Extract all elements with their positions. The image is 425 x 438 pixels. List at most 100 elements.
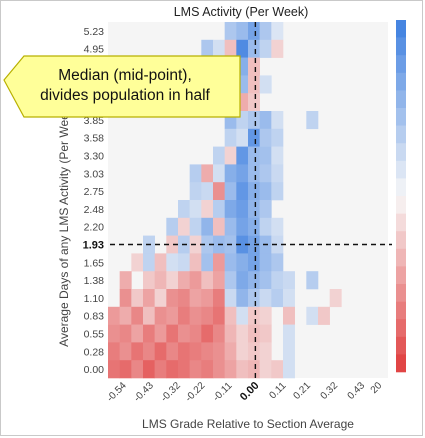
legend-swatch: [396, 284, 406, 302]
heatmap-cell: [189, 253, 202, 272]
heatmap-cell: [283, 289, 295, 308]
legend-swatch: [396, 354, 406, 373]
heatmap-cell: [108, 306, 120, 325]
heatmap-cell: [236, 271, 249, 290]
legend-swatch: [396, 55, 406, 74]
heatmap-cell: [236, 306, 249, 325]
heatmap-cell: [259, 146, 272, 165]
heatmap-cell: [131, 324, 144, 343]
heatmap-cell: [271, 128, 284, 147]
x-tick-label: -0.54: [105, 380, 129, 404]
callout-shape: [3, 55, 241, 118]
heatmap-cell: [213, 39, 225, 58]
heatmap-cell: [213, 324, 225, 343]
heatmap-cell: [283, 271, 295, 290]
heatmap-cell: [201, 342, 214, 361]
heatmap-cell: [248, 271, 260, 290]
heatmap-cell: [248, 57, 260, 76]
heatmap-cell: [283, 360, 295, 379]
heatmap-cell: [201, 182, 214, 201]
heatmap-cell: [248, 200, 260, 219]
heatmap-cell: [236, 164, 249, 183]
heatmap-cell: [201, 200, 214, 219]
legend-swatch: [396, 160, 406, 179]
heatmap-cell: [236, 93, 249, 112]
heatmap-cell: [178, 289, 190, 308]
heatmap-cell: [248, 164, 260, 183]
heatmap-cell: [283, 342, 295, 361]
heatmap-cell: [154, 360, 167, 379]
heatmap-cell: [131, 289, 144, 308]
heatmap-cell: [201, 235, 214, 254]
heatmap-cell: [119, 306, 132, 325]
x-tick-label: 20: [369, 380, 385, 396]
y-tick-label: 0.83: [84, 311, 105, 323]
x-tick-label: 0.21: [291, 380, 313, 402]
heatmap-cell: [236, 324, 249, 343]
heatmap-cell: [189, 217, 202, 236]
heatmap-cell: [259, 75, 272, 94]
heatmap-cell: [201, 324, 214, 343]
legend-swatch: [396, 301, 406, 320]
heatmap-cell: [259, 111, 272, 130]
y-tick-label: 0.00: [84, 364, 105, 376]
heatmap-cell: [166, 235, 179, 254]
heatmap-cell: [248, 324, 260, 343]
heatmap-cell: [248, 111, 260, 130]
heatmap-cell: [248, 342, 260, 361]
heatmap-cell: [213, 146, 225, 165]
heatmap-cell: [236, 146, 249, 165]
heatmap-cell: [248, 128, 260, 147]
legend-swatch: [396, 20, 406, 38]
heatmap-cells: [108, 22, 342, 379]
median-annotation: Median (mid-point), divides population i…: [14, 66, 236, 106]
heatmap-cell: [329, 289, 342, 308]
heatmap-cell: [189, 182, 202, 201]
heatmap-cell: [224, 360, 237, 379]
heatmap-cell: [224, 182, 237, 201]
heatmap-cell: [178, 306, 190, 325]
heatmap-cell: [224, 306, 237, 325]
legend-swatch: [396, 143, 406, 162]
heatmap-cell: [224, 217, 237, 236]
y-tick-label: 0.55: [84, 329, 105, 341]
heatmap-cell: [189, 306, 202, 325]
heatmap-cell: [178, 253, 190, 272]
heatmap-cell: [213, 271, 225, 290]
heatmap-cell: [213, 306, 225, 325]
legend-swatch: [396, 72, 406, 91]
heatmap-cell: [248, 253, 260, 272]
heatmap-cell: [224, 271, 237, 290]
heatmap-cell: [213, 182, 225, 201]
heatmap-cell: [306, 111, 319, 130]
legend-swatch: [396, 125, 406, 144]
heatmap-cell: [119, 360, 132, 379]
heatmap-cell: [271, 164, 284, 183]
heatmap-cell: [236, 57, 249, 76]
heatmap-cell: [259, 182, 272, 201]
heatmap-cell: [248, 306, 260, 325]
heatmap-cell: [259, 360, 272, 379]
y-tick-label: 2.20: [84, 222, 105, 234]
heatmap-cell: [306, 306, 319, 325]
heatmap-cell: [143, 271, 155, 290]
heatmap-cell: [178, 360, 190, 379]
x-tick-label: -0.22: [184, 380, 208, 404]
heatmap-cell: [248, 217, 260, 236]
heatmap-cell: [201, 289, 214, 308]
heatmap-cell: [201, 253, 214, 272]
heatmap-cell: [236, 217, 249, 236]
heatmap-cell: [236, 200, 249, 219]
y-tick-label: 4.95: [84, 44, 105, 56]
y-tick-label: 0.28: [84, 346, 105, 358]
heatmap-cell: [178, 200, 190, 219]
y-tick-label: 1.10: [84, 293, 105, 305]
heatmap-cell: [224, 39, 237, 58]
heatmap-cell: [189, 164, 202, 183]
heatmap-cell: [318, 306, 330, 325]
heatmap-cell: [259, 253, 272, 272]
heatmap-cell: [306, 271, 319, 290]
heatmap-cell: [259, 271, 272, 290]
heatmap-cell: [271, 271, 284, 290]
y-tick-label: 1.93: [83, 240, 104, 252]
